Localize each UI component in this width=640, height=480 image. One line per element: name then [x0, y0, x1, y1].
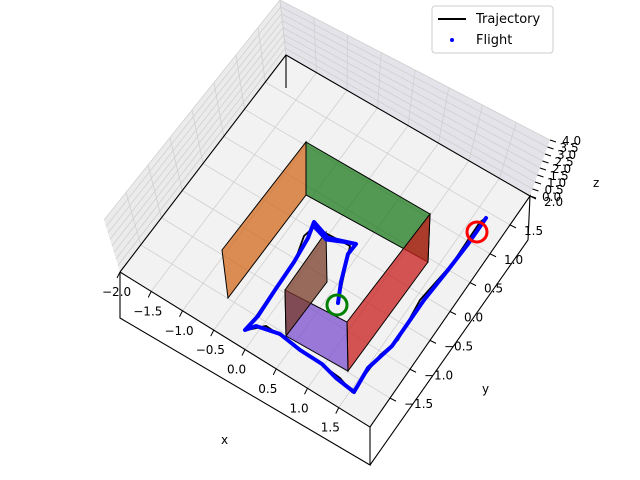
y-tick-mark	[449, 311, 457, 315]
x-tick-mark	[241, 349, 246, 356]
y-tick-label: 2.0	[544, 195, 563, 209]
grid-yz-line	[169, 137, 183, 191]
z-tick-mark	[532, 188, 539, 192]
x-tick-label: 1.0	[290, 401, 309, 415]
y-tick-label: −1.5	[404, 397, 433, 411]
legend-flight-label: Flight	[476, 33, 512, 48]
z-tick-mark	[539, 167, 547, 171]
x-tick-mark	[179, 310, 183, 317]
grid-z-line	[103, 0, 551, 221]
grid-yz-line	[235, 54, 245, 110]
y-tick-label: 0.0	[464, 311, 483, 325]
grid-yz-line	[191, 109, 204, 164]
x-tick-label: 0.5	[258, 382, 277, 396]
z-tick-label: 1.5	[550, 169, 569, 183]
y-tick-label: 0.5	[484, 282, 503, 296]
grid-xz-line	[346, 34, 348, 91]
grid-lines	[103, 0, 551, 408]
y-tick-mark	[409, 368, 417, 373]
grid-xz-line	[377, 52, 382, 108]
z-tick-label: 2.5	[555, 155, 574, 169]
y-axis-ticks: −1.5 −1.0 −0.5 0.0 0.5 1.0 1.5 2.0	[389, 195, 563, 411]
x-tick-label: 1.5	[321, 421, 340, 435]
back-left-pane	[104, 0, 286, 272]
x-tick-label: −1.0	[165, 324, 194, 338]
grid-xz-line	[468, 104, 483, 161]
y-tick-label: 1.0	[504, 253, 523, 267]
z-tick-label: 1.0	[547, 176, 566, 190]
legend-box	[431, 5, 554, 54]
grid-y-line	[140, 244, 391, 399]
brown-wall	[284, 230, 328, 338]
z-tick-mark	[537, 174, 544, 178]
goal-marker	[465, 220, 489, 244]
x-tick-mark	[210, 329, 215, 337]
legend-trajectory-label: Trajectory	[475, 12, 540, 27]
z-tick-mark	[529, 195, 537, 199]
x-tick-label: 0.0	[227, 363, 246, 377]
z-tick-label: 0.0	[542, 190, 561, 204]
grid-yz-line	[125, 192, 142, 245]
z-tick-mark	[544, 153, 552, 157]
grid-yz-line	[257, 27, 266, 83]
z-axis-label: z	[593, 176, 599, 190]
x-tick-mark	[272, 368, 277, 376]
y-tick-mark	[429, 339, 437, 344]
y-tick-label: 1.5	[524, 224, 543, 238]
y-tick-mark	[489, 253, 497, 258]
x-tick-label: −1.5	[133, 304, 162, 318]
z-tick-mark	[534, 181, 542, 185]
grid-xz-line	[438, 87, 450, 144]
walls	[221, 140, 431, 373]
x-axis-ticks: −2.0−1.5−1.0−0.50.0 0.5 1.0 1.5	[102, 271, 340, 435]
z-tick-label: 3.5	[560, 141, 579, 155]
z-tick-label: 4.0	[562, 134, 581, 148]
grid-xz-line	[499, 122, 517, 179]
z-tick-mark	[549, 139, 557, 143]
z-axis-ticks: 0.00.51.01.52.02.53.03.54.0	[529, 134, 581, 204]
grid-xz-line	[407, 69, 416, 126]
y-tick-mark	[389, 397, 397, 402]
y-tick-label: −1.0	[424, 368, 453, 382]
y-tick-label: −0.5	[444, 339, 473, 353]
x-tick-label: −0.5	[196, 343, 225, 357]
legend-flight-swatch	[450, 38, 454, 42]
y-tick-mark	[509, 224, 517, 229]
z-tick-label: 3.0	[557, 148, 576, 162]
z-tick-mark	[547, 146, 554, 150]
x-tick-label: −2.0	[102, 285, 131, 299]
x-tick-mark	[335, 407, 340, 414]
z-tick-label: 0.5	[545, 183, 564, 197]
grid-y-line	[265, 81, 511, 226]
flight-path	[243, 216, 488, 394]
x-tick-mark	[147, 291, 152, 298]
y-axis-label: y	[482, 382, 489, 396]
y-tick-mark	[469, 282, 477, 287]
z-tick-label: 2.0	[552, 162, 571, 176]
trajectory-top-segment	[312, 225, 357, 246]
legend: Trajectory Flight	[431, 5, 554, 54]
z-tick-mark	[542, 160, 549, 164]
grid-yz-line	[279, 0, 287, 56]
x-tick-mark	[116, 271, 121, 279]
start-marker	[325, 293, 349, 317]
grid-yz-line	[147, 164, 162, 218]
x-tick-mark	[304, 388, 308, 395]
grid-xz-line	[313, 17, 317, 73]
grid-yz-line	[213, 82, 225, 137]
x-axis-label: x	[221, 433, 228, 447]
